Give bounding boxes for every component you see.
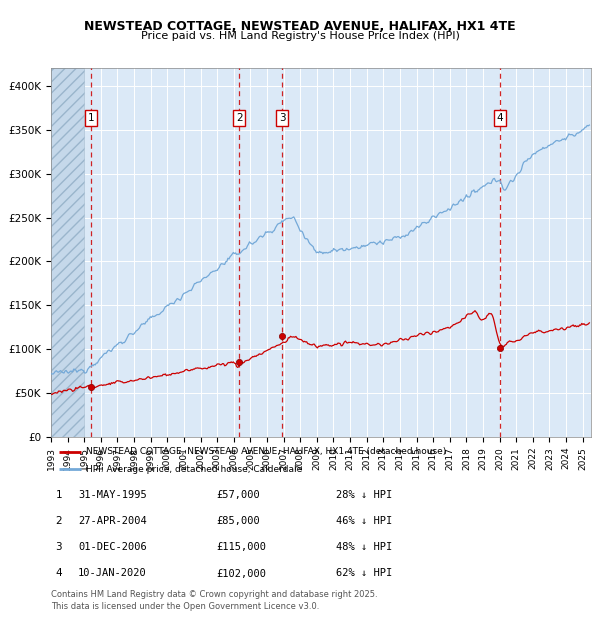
Text: 31-MAY-1995: 31-MAY-1995 [78,490,147,500]
Text: £85,000: £85,000 [216,516,260,526]
Text: 3: 3 [279,113,286,123]
Text: 46% ↓ HPI: 46% ↓ HPI [336,516,392,526]
Text: £57,000: £57,000 [216,490,260,500]
Text: Contains HM Land Registry data © Crown copyright and database right 2025.
This d: Contains HM Land Registry data © Crown c… [51,590,377,611]
Bar [51,68,84,437]
Text: HPI: Average price, detached house, Calderdale: HPI: Average price, detached house, Cald… [86,465,302,474]
Text: 4: 4 [497,113,503,123]
Text: 1: 1 [88,113,95,123]
Text: 1: 1 [55,490,62,500]
Text: 10-JAN-2020: 10-JAN-2020 [78,569,147,578]
Text: £102,000: £102,000 [216,569,266,578]
Text: 28% ↓ HPI: 28% ↓ HPI [336,490,392,500]
Text: 62% ↓ HPI: 62% ↓ HPI [336,569,392,578]
Text: Price paid vs. HM Land Registry's House Price Index (HPI): Price paid vs. HM Land Registry's House … [140,31,460,41]
Text: 2: 2 [236,113,242,123]
Text: 3: 3 [55,542,62,552]
Text: 4: 4 [55,569,62,578]
Text: NEWSTEAD COTTAGE, NEWSTEAD AVENUE, HALIFAX, HX1 4TE (detached house): NEWSTEAD COTTAGE, NEWSTEAD AVENUE, HALIF… [86,447,446,456]
Text: 2: 2 [55,516,62,526]
Text: 48% ↓ HPI: 48% ↓ HPI [336,542,392,552]
Text: 01-DEC-2006: 01-DEC-2006 [78,542,147,552]
Text: £115,000: £115,000 [216,542,266,552]
Text: 27-APR-2004: 27-APR-2004 [78,516,147,526]
Text: NEWSTEAD COTTAGE, NEWSTEAD AVENUE, HALIFAX, HX1 4TE: NEWSTEAD COTTAGE, NEWSTEAD AVENUE, HALIF… [84,20,516,33]
